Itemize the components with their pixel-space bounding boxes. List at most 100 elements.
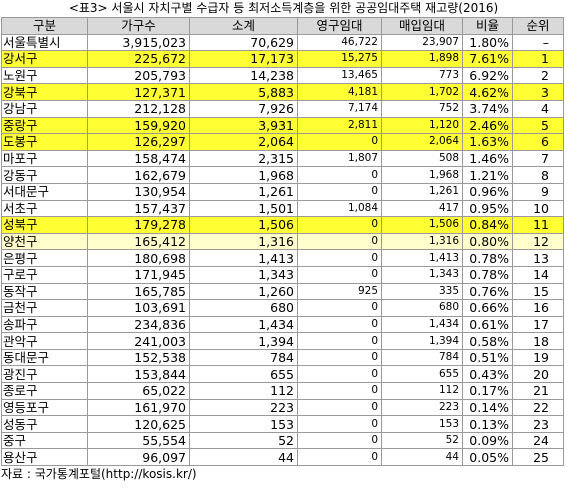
table-cell: 1,343 (189, 265, 298, 284)
table-cell: 13,465 (297, 66, 382, 85)
table-cell: 655 (189, 365, 298, 384)
table-cell: 2,064 (381, 133, 463, 151)
table-cell: 161,970 (87, 398, 190, 417)
table-row: 마포구 158,474 2,315 1,807 508 1.46% 7 (1, 149, 564, 168)
table-cell: 655 (381, 365, 463, 384)
table-cell: 0.61% (462, 315, 513, 334)
table-cell: 4.62% (462, 83, 513, 101)
table-cell: 112 (381, 382, 463, 400)
table-cell: 은평구 (1, 249, 88, 267)
table-cell: 127,371 (87, 83, 190, 101)
table-cell: 0 (297, 415, 382, 433)
header-cell: 구분 (1, 17, 88, 35)
table-cell: 120,625 (87, 415, 190, 433)
table-cell: 0.78% (462, 249, 513, 267)
table-cell: 44 (189, 448, 298, 467)
table-cell: 7,926 (189, 99, 298, 118)
table-cell: 서대문구 (1, 182, 88, 201)
table-cell: 12 (512, 232, 564, 251)
table-cell: 1,343 (381, 265, 463, 284)
table-cell: 241,003 (87, 332, 190, 350)
table-cell: 중구 (1, 431, 88, 450)
table-cell: 1,394 (189, 332, 298, 350)
table-row: 강북구 127,371 5,883 4,181 1,702 4.62% 3 (1, 83, 564, 101)
table-cell: 158,474 (87, 149, 190, 168)
table-cell: 3,931 (189, 116, 298, 135)
table-cell: 171,945 (87, 265, 190, 284)
header-cell: 매입임대 (381, 17, 463, 35)
table-cell: 0 (297, 299, 382, 317)
table-cell: 153,844 (87, 365, 190, 384)
table-cell: 1,434 (189, 315, 298, 334)
table-cell: 3.74% (462, 99, 513, 118)
table-cell: 1,898 (381, 50, 463, 68)
table-cell: 22 (512, 398, 564, 417)
table-cell: 212,128 (87, 99, 190, 118)
table-cell: 417 (381, 199, 463, 218)
table-cell: 925 (297, 282, 382, 301)
table-row: 서울특별시 3,915,023 70,629 46,722 23,907 1.80% – (1, 33, 564, 52)
table-cell: 225,672 (87, 50, 190, 68)
table-cell: 0.58% (462, 332, 513, 350)
table-row: 광진구 153,844 655 0 655 0.43% 20 (1, 365, 564, 384)
table-cell: 17,173 (189, 50, 298, 68)
table-cell: 0.80% (462, 232, 513, 251)
table-cell: 0.95% (462, 199, 513, 218)
table-cell: 152,538 (87, 348, 190, 367)
table-cell: 동대문구 (1, 348, 88, 367)
table-row: 성동구 120,625 153 0 153 0.13% 23 (1, 415, 564, 433)
table-cell: 0 (297, 431, 382, 450)
table-cell: 1,506 (189, 216, 298, 234)
table-row: 관악구 241,003 1,394 0 1,394 0.58% 18 (1, 332, 564, 350)
table-cell: 335 (381, 282, 463, 301)
table-row: 성북구 179,278 1,506 0 1,506 0.84% 11 (1, 216, 564, 234)
table-cell: 1,260 (189, 282, 298, 301)
table-cell: 165,785 (87, 282, 190, 301)
table-cell: 179,278 (87, 216, 190, 234)
table-cell: 1,506 (381, 216, 463, 234)
table-cell: 0 (297, 182, 382, 201)
table-cell: 3,915,023 (87, 33, 190, 52)
table-cell: 52 (189, 431, 298, 450)
table-cell: 0 (297, 265, 382, 284)
header-row: 구분 가구수 소계 영구임대 매입임대 비율 순위 (1, 17, 564, 35)
table-cell: 4 (512, 99, 564, 118)
table-cell: 1,968 (189, 166, 298, 184)
table-cell: 1,316 (189, 232, 298, 251)
table-row: 양천구 165,412 1,316 0 1,316 0.80% 12 (1, 232, 564, 251)
table-row: 금천구 103,691 680 0 680 0.66% 16 (1, 299, 564, 317)
table-cell: 1.46% (462, 149, 513, 168)
table-cell: 성동구 (1, 415, 88, 433)
table-row: 영등포구 161,970 223 0 223 0.14% 22 (1, 398, 564, 417)
table-cell: 1,807 (297, 149, 382, 168)
table-cell: 강서구 (1, 50, 88, 68)
table-row: 동작구 165,785 1,260 925 335 0.76% 15 (1, 282, 564, 301)
table-row: 중구 55,554 52 0 52 0.09% 24 (1, 431, 564, 450)
table-cell: 14,238 (189, 66, 298, 85)
table-cell: 1 (512, 50, 564, 68)
table-row: 노원구 205,793 14,238 13,465 773 6.92% 2 (1, 66, 564, 85)
table-cell: 0.78% (462, 265, 513, 284)
source-note: 자료 : 국가통계포털(http://kosis.kr/) (1, 467, 197, 482)
table-cell: 2,811 (297, 116, 382, 135)
table-cell: 1,702 (381, 83, 463, 101)
table-cell: 0.05% (462, 448, 513, 467)
table-cell: 0.66% (462, 299, 513, 317)
table-cell: 6.92% (462, 66, 513, 85)
table-row: 송파구 234,836 1,434 0 1,434 0.61% 17 (1, 315, 564, 334)
table-cell: 송파구 (1, 315, 88, 334)
table-row: 구로구 171,945 1,343 0 1,343 0.78% 14 (1, 265, 564, 284)
table-cell: 752 (381, 99, 463, 118)
table-cell: 680 (189, 299, 298, 317)
table-cell: 13 (512, 249, 564, 267)
table-cell: 52 (381, 431, 463, 450)
table-cell: 2,064 (189, 133, 298, 151)
table-cell: 680 (381, 299, 463, 317)
table-row: 중랑구 159,920 3,931 2,811 1,120 2.46% 5 (1, 116, 564, 135)
table-cell: 65,022 (87, 382, 190, 400)
table-cell: 153 (189, 415, 298, 433)
table-cell: 162,679 (87, 166, 190, 184)
table-cell: 강동구 (1, 166, 88, 184)
table-row: 강동구 162,679 1,968 0 1,968 1.21% 8 (1, 166, 564, 184)
header-cell: 소계 (189, 17, 298, 35)
